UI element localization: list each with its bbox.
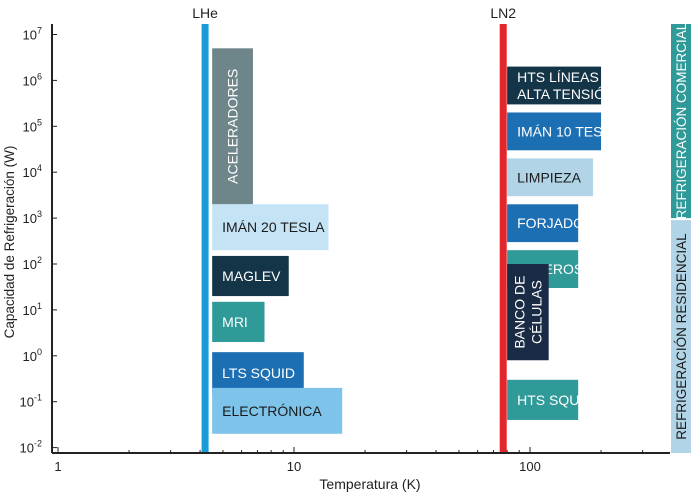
bar-label: HTS LÍNEAS DE xyxy=(517,69,622,85)
reference-line-bar xyxy=(202,24,209,453)
side-band-label: REFRIGERACIÓN COMERCIAL xyxy=(674,22,689,219)
side-band-refrigeracion-comercial: REFRIGERACIÓN COMERCIAL xyxy=(671,22,691,219)
y-tick-label: 107 xyxy=(23,26,42,43)
reference-line-bar xyxy=(500,24,507,453)
bar-maglev: MAGLEV xyxy=(212,256,289,296)
bar-label: ACELERADORES xyxy=(225,69,241,184)
reference-line-label: LHe xyxy=(192,5,218,21)
bar-label: ALTA TENSIÓN xyxy=(517,86,615,102)
bar-label: HTS SQUID xyxy=(517,392,593,408)
bar-label: ELECTRÓNICA xyxy=(222,403,322,419)
y-tick-label: 106 xyxy=(23,71,42,88)
bar-label: IMÁN 10 TESLA xyxy=(517,123,620,139)
x-tick-label: 1 xyxy=(54,459,61,474)
side-band-label: REFRIGERACIÓN RESIDENCIAL xyxy=(674,233,689,440)
bar-lts-squid: LTS SQUID xyxy=(212,352,304,393)
refrigeration-chart: ACELERADORES IMÁN 20 TESLA MAGLEV MRI LTS SQ… xyxy=(0,0,695,496)
y-tick-label: 101 xyxy=(23,301,42,318)
y-axis-label: Capacidad de Refrigeración (W) xyxy=(2,146,17,339)
y-tick-label: 10-2 xyxy=(20,439,42,456)
y-tick-label: 103 xyxy=(23,209,42,226)
bar-label: MRI xyxy=(222,314,248,330)
y-tick-label: 102 xyxy=(23,255,42,272)
bar-label: MAGLEV xyxy=(222,268,281,284)
bar-forjado: FORJADO xyxy=(507,204,584,242)
bar-limpieza: LIMPIEZA xyxy=(507,158,593,196)
bar-hts-squid: HTS SQUID xyxy=(507,380,593,420)
bar-iman-20-tesla: IMÁN 20 TESLA xyxy=(212,204,328,250)
bar-mri: MRI xyxy=(212,302,264,342)
bar-aceleradores: ACELERADORES xyxy=(212,48,253,204)
x-tick-label: 10 xyxy=(287,459,301,474)
x-tick-label: 100 xyxy=(519,459,541,474)
side-band-refrigeracion-residencial: REFRIGERACIÓN RESIDENCIAL xyxy=(671,220,691,453)
x-axis-label: Temperatura (K) xyxy=(319,476,420,492)
bar-label: IMÁN 20 TESLA xyxy=(222,219,325,235)
reference-line-label: LN2 xyxy=(490,5,516,21)
bar-banco-de-celulas: BANCO DE CÉLULAS xyxy=(507,264,549,360)
y-tick-label: 100 xyxy=(23,347,42,364)
y-tick-label: 10-1 xyxy=(20,393,42,410)
bar-electronica: ELECTRÓNICA xyxy=(212,388,342,434)
bar-label: LTS SQUID xyxy=(222,365,295,381)
y-tick-label: 105 xyxy=(23,117,42,134)
side-bands-layer: REFRIGERACIÓN COMERCIAL REFRIGERACIÓN RES… xyxy=(671,22,691,453)
bar-label: BANCO DE xyxy=(511,276,527,349)
y-tick-label: 104 xyxy=(23,163,42,180)
bar-iman-10-tesla: IMÁN 10 TESLA xyxy=(507,112,620,150)
bar-label: CÉLULAS xyxy=(528,280,544,344)
bar-label: FORJADO xyxy=(517,215,584,231)
bars-layer: ACELERADORES IMÁN 20 TESLA MAGLEV MRI LTS SQ… xyxy=(212,48,622,433)
bar-label: LIMPIEZA xyxy=(517,169,581,185)
